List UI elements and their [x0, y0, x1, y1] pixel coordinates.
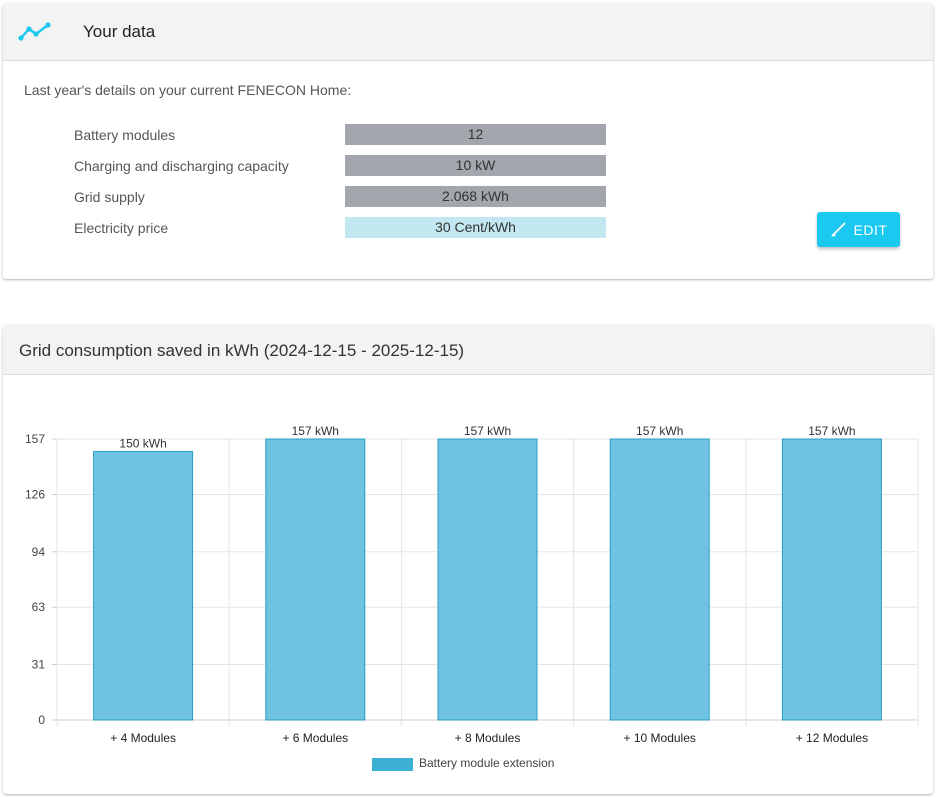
- bar: [265, 438, 366, 721]
- y-tick-label: 63: [32, 600, 46, 614]
- x-tick-label: + 4 Modules: [110, 731, 176, 745]
- bar: [609, 438, 710, 721]
- charging-capacity-label: Charging and discharging capacity: [74, 158, 289, 174]
- line-chart-icon: [18, 22, 51, 41]
- bar: [93, 451, 194, 721]
- x-tick-label: + 12 Modules: [796, 731, 868, 745]
- your-data-title: Your data: [83, 22, 156, 41]
- bar-data-label: 157 kWh: [292, 424, 339, 438]
- y-tick-label: 31: [32, 658, 46, 672]
- chart-header: Grid consumption saved in kWh (2024-12-1…: [3, 325, 933, 375]
- grid-supply-label: Grid supply: [74, 189, 145, 205]
- chart-title: Grid consumption saved in kWh (2024-12-1…: [19, 341, 465, 360]
- bar-data-label: 157 kWh: [464, 424, 511, 438]
- edit-label: EDIT: [853, 221, 888, 238]
- y-tick-label: 126: [25, 487, 45, 501]
- y-tick-label: 157: [25, 432, 45, 446]
- intro-text: Last year's details on your current FENE…: [24, 82, 352, 98]
- legend-swatch[interactable]: [372, 758, 413, 771]
- legend-label[interactable]: Battery module extension: [419, 756, 555, 770]
- pencil-icon: [831, 222, 845, 237]
- bar-chart: 0 31 63 94 126 157 150 kWh + 4 Modules 157 kWh + …: [25, 424, 919, 745]
- your-data-header: Your data: [3, 3, 933, 61]
- x-tick-label: + 10 Modules: [624, 731, 696, 745]
- your-data-card: Your data Last year's details on your cu…: [3, 3, 933, 279]
- battery-modules-label: Battery modules: [74, 127, 176, 143]
- x-tick-label: + 8 Modules: [455, 731, 521, 745]
- grid-supply-value: 2.068 kWh: [345, 186, 606, 207]
- charging-capacity-value: 10 kW: [345, 155, 606, 176]
- battery-modules-value: 12: [345, 124, 606, 145]
- bar: [437, 438, 538, 721]
- electricity-price-label: Electricity price: [74, 220, 169, 236]
- grid-consumption-card: Grid consumption saved in kWh (2024-12-1…: [3, 325, 933, 794]
- bar-data-label: 150 kWh: [119, 437, 166, 451]
- x-tick-label: + 6 Modules: [282, 731, 348, 745]
- bar: [781, 438, 882, 721]
- edit-button[interactable]: EDIT: [817, 212, 900, 247]
- bar-data-label: 157 kWh: [636, 424, 683, 438]
- electricity-price-value: 30 Cent/kWh: [345, 217, 606, 238]
- y-tick-label: 0: [38, 713, 45, 727]
- bar-data-label: 157 kWh: [808, 424, 855, 438]
- y-tick-label: 94: [32, 545, 46, 559]
